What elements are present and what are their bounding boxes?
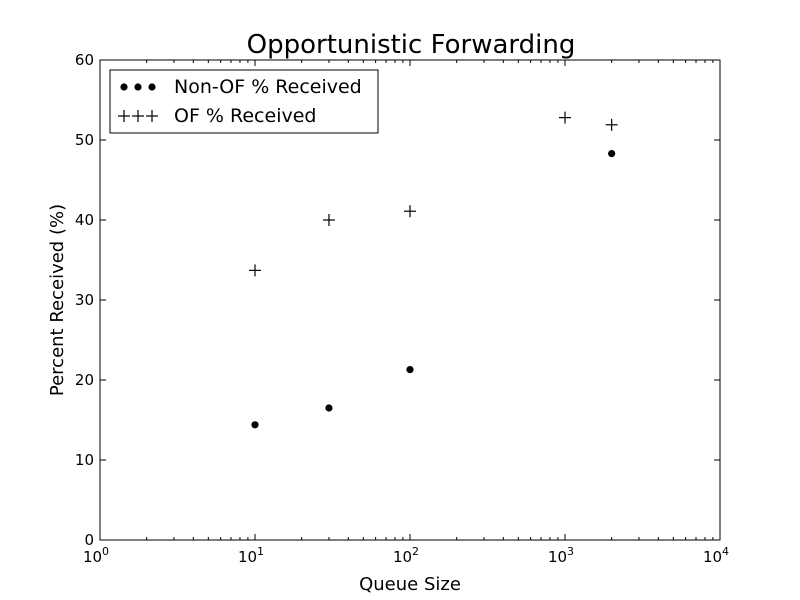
of-point [559,111,571,124]
plot-area [99,59,721,541]
x-axis-label: Queue Size [359,574,461,595]
legend-marker-symbol [134,83,142,91]
x-tick-label: 101 [238,545,264,566]
of-point [322,214,335,226]
y-tick-label: 60 [75,51,94,69]
of-point [249,264,261,277]
x-tick-label: 102 [393,545,419,566]
legend: Non-OF % Received OF % Received [109,69,379,134]
y-tick-label: 0 [84,531,94,549]
legend-marker-symbol [146,110,158,122]
legend-marker-symbol [148,83,156,91]
y-tick-label: 20 [75,371,94,389]
non-of-point [406,366,414,374]
data-points [249,111,618,429]
axis-ticks: 0 10 20 30 40 50 60 100 101 102 103 104 [75,51,729,566]
of-point [605,118,618,131]
non-of-point [608,150,616,158]
y-tick-label: 50 [75,131,94,149]
of-point [404,205,416,218]
y-tick-label: 40 [75,211,94,229]
non-of-point [251,421,259,429]
x-tick-label: 103 [548,545,574,566]
legend-label-non-of: Non-OF % Received [174,76,362,98]
legend-marker-symbol [132,110,144,122]
legend-box [109,69,379,134]
x-tick-label: 104 [703,545,729,566]
y-axis-label: Percent Received (%) [47,204,68,396]
legend-label-of: OF % Received [174,105,316,127]
x-tick-label: 100 [83,545,109,566]
non-of-point [325,404,333,412]
legend-marker-symbol [118,110,130,122]
chart-title: Opportunistic Forwarding [247,30,576,60]
y-tick-label: 30 [75,291,94,309]
legend-marker-of [118,110,158,122]
legend-marker-non-of [120,83,156,91]
legend-marker-symbol [120,83,128,91]
y-tick-label: 10 [75,451,94,469]
